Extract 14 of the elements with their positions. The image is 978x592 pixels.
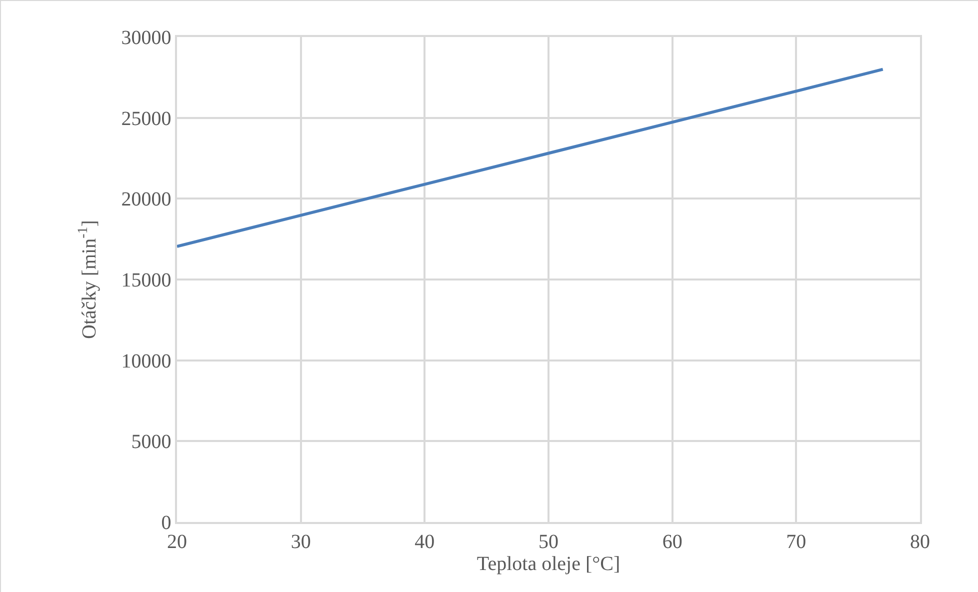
x-tick-label: 30 [290,530,311,553]
x-tick-label: 80 [910,530,930,553]
y-tick-label: 20000 [121,188,172,211]
x-tick-label: 40 [414,530,435,553]
line-series [177,68,884,248]
y-tick-label: 25000 [121,108,172,130]
x-tick-label: 50 [538,530,558,553]
x-axis-title: Teplota oleje [°C] [476,552,620,575]
y-tick-label: 15000 [121,270,172,292]
x-tick-label: 70 [786,530,806,553]
y-tick-label: 5000 [131,431,172,454]
y-tick-label: 30000 [121,27,172,49]
x-tick-label: 60 [662,530,682,553]
y-tick-label: 10000 [121,350,172,372]
